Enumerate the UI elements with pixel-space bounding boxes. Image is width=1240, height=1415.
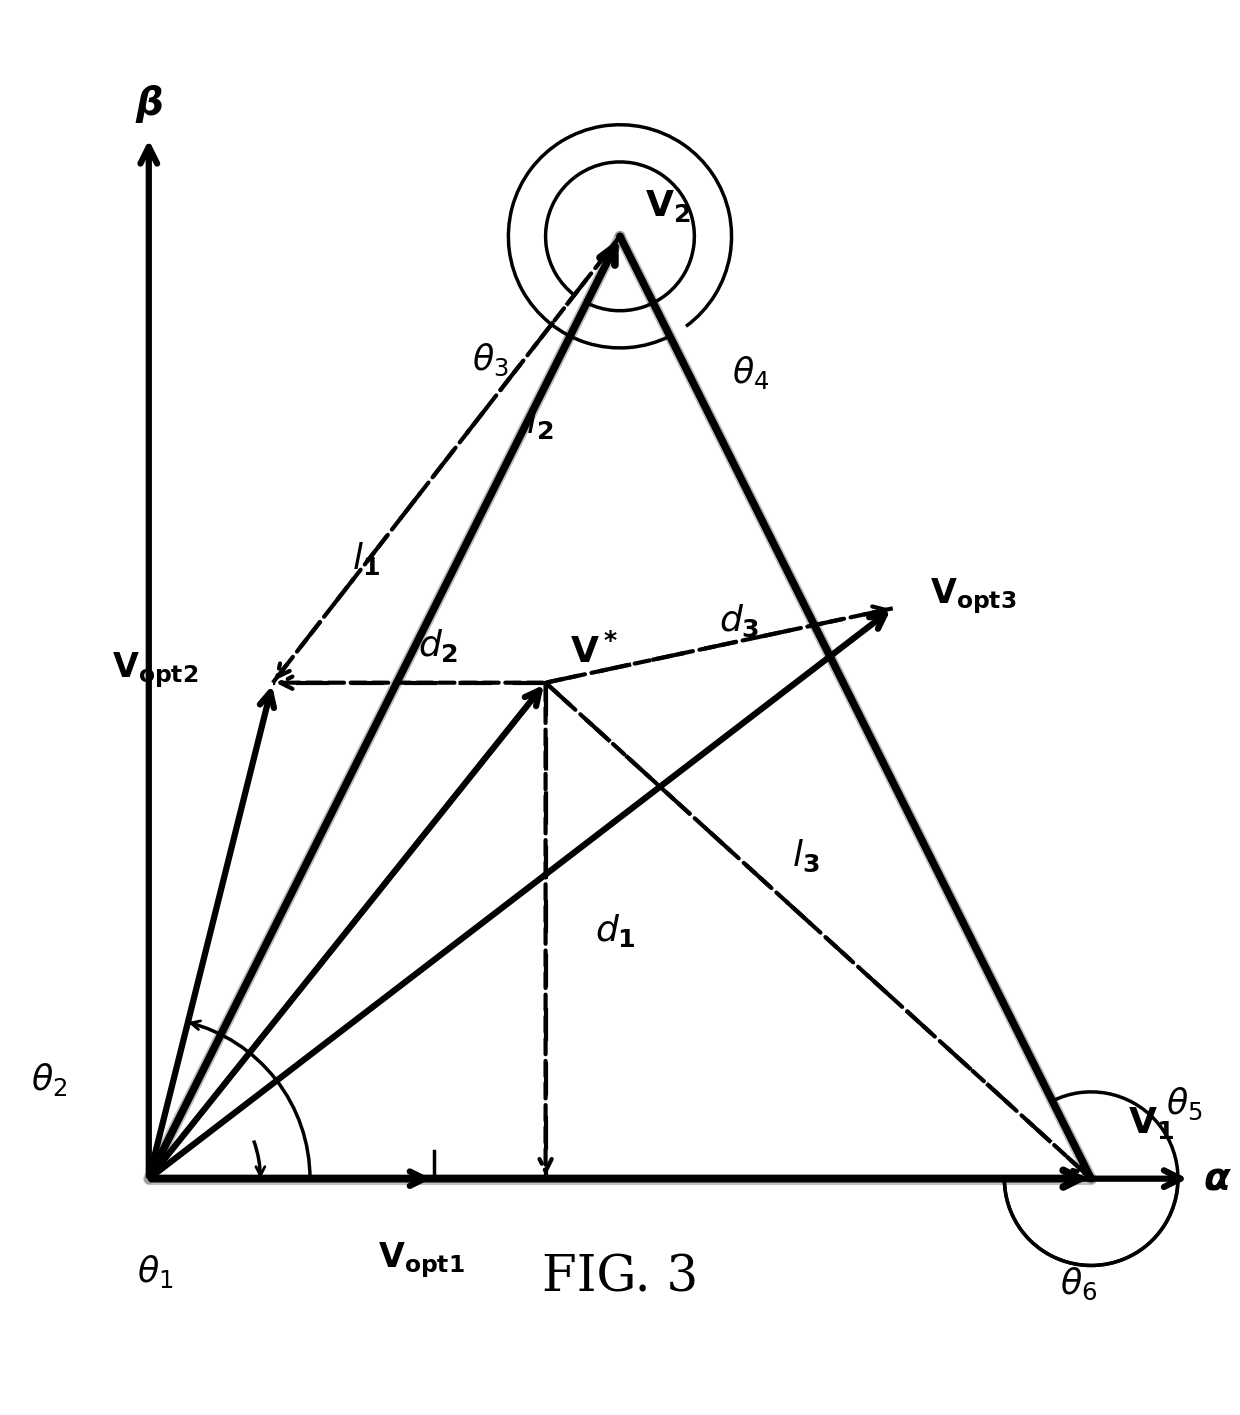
- Text: $\mathbf{\mathit{d}_3}$: $\mathbf{\mathit{d}_3}$: [719, 603, 760, 638]
- Text: $\mathbf{V^*}$: $\mathbf{V^*}$: [570, 634, 619, 671]
- Text: $\mathbf{\mathit{l}_3}$: $\mathbf{\mathit{l}_3}$: [792, 838, 820, 874]
- Text: $\mathbf{V_{opt1}}$: $\mathbf{V_{opt1}}$: [378, 1241, 465, 1281]
- Text: $\mathbf{V_{opt2}}$: $\mathbf{V_{opt2}}$: [112, 651, 198, 691]
- Text: $\boldsymbol{\theta_5}$: $\boldsymbol{\theta_5}$: [1166, 1087, 1202, 1122]
- Text: FIG. 3: FIG. 3: [542, 1254, 698, 1303]
- Text: $\mathbf{\mathit{d}_1}$: $\mathbf{\mathit{d}_1}$: [595, 913, 636, 949]
- Text: $\boldsymbol{\theta_6}$: $\boldsymbol{\theta_6}$: [1060, 1265, 1097, 1302]
- Text: $\boldsymbol{\theta_3}$: $\boldsymbol{\theta_3}$: [471, 342, 508, 378]
- Text: $\boldsymbol{\theta_2}$: $\boldsymbol{\theta_2}$: [31, 1061, 68, 1098]
- Text: $\mathbf{\mathit{l}_2}$: $\mathbf{\mathit{l}_2}$: [526, 403, 553, 441]
- Text: $\mathbf{\mathit{l}_1}$: $\mathbf{\mathit{l}_1}$: [352, 541, 379, 577]
- Text: $\boldsymbol{\beta}$: $\boldsymbol{\beta}$: [135, 82, 162, 125]
- Text: $\mathbf{V_{opt3}}$: $\mathbf{V_{opt3}}$: [930, 576, 1017, 616]
- Text: $\mathbf{V_1}$: $\mathbf{V_1}$: [1128, 1105, 1174, 1142]
- Text: $\boldsymbol{\theta_4}$: $\boldsymbol{\theta_4}$: [732, 354, 769, 391]
- Text: $\boldsymbol{\theta_1}$: $\boldsymbol{\theta_1}$: [136, 1254, 174, 1290]
- Text: $\mathbf{V_2}$: $\mathbf{V_2}$: [645, 188, 691, 224]
- Text: $\mathbf{\mathit{d}_2}$: $\mathbf{\mathit{d}_2}$: [418, 627, 459, 664]
- Text: $\boldsymbol{\alpha}$: $\boldsymbol{\alpha}$: [1203, 1160, 1231, 1197]
